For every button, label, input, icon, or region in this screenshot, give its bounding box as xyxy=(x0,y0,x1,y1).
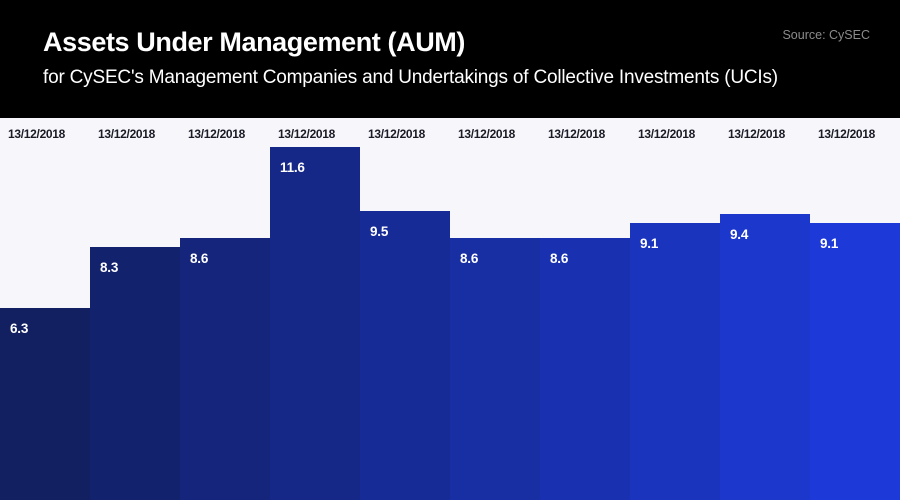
bar: 8.6 xyxy=(180,238,270,500)
bar: 8.6 xyxy=(540,238,630,500)
bar-chart: 13/12/2018 6.3 13/12/2018 8.3 13/12/2018 8.6 1… xyxy=(0,118,900,500)
chart-title: Assets Under Management (AUM) xyxy=(43,27,465,57)
category-label: 13/12/2018 xyxy=(638,127,696,141)
chart-column: 13/12/2018 8.6 xyxy=(180,118,270,500)
chart-column: 13/12/2018 9.1 xyxy=(810,118,900,500)
bar-value-label: 9.1 xyxy=(820,236,839,252)
bar: 9.1 xyxy=(630,223,720,500)
chart-column: 13/12/2018 9.5 xyxy=(360,118,450,500)
bar: 9.1 xyxy=(810,223,900,500)
bar: 8.6 xyxy=(450,238,540,500)
bar-value-label: 8.6 xyxy=(190,251,209,267)
bar: 9.5 xyxy=(360,210,450,500)
bar-value-label: 9.4 xyxy=(730,226,749,242)
source-label: Source: CySEC xyxy=(782,28,870,42)
category-label: 13/12/2018 xyxy=(818,127,876,141)
category-label: 13/12/2018 xyxy=(728,127,786,141)
bar-value-label: 9.5 xyxy=(370,223,389,239)
bar-value-label: 8.6 xyxy=(460,251,479,267)
chart-column: 13/12/2018 9.1 xyxy=(630,118,720,500)
category-label: 13/12/2018 xyxy=(278,127,336,141)
bar-value-label: 9.1 xyxy=(640,236,659,252)
bar-value-label: 11.6 xyxy=(280,159,305,175)
bar: 11.6 xyxy=(270,146,360,500)
category-label: 13/12/2018 xyxy=(8,127,66,141)
chart-column: 13/12/2018 8.6 xyxy=(450,118,540,500)
category-label: 13/12/2018 xyxy=(98,127,156,141)
chart-column: 13/12/2018 8.6 xyxy=(540,118,630,500)
bar-value-label: 8.3 xyxy=(100,260,119,276)
category-label: 13/12/2018 xyxy=(458,127,516,141)
chart-column: 13/12/2018 8.3 xyxy=(90,118,180,500)
category-label: 13/12/2018 xyxy=(188,127,246,141)
bar-value-label: 8.6 xyxy=(550,251,569,267)
bar-value-label: 6.3 xyxy=(10,321,29,337)
bar: 6.3 xyxy=(0,308,90,500)
bar: 9.4 xyxy=(720,213,810,500)
bar: 8.3 xyxy=(90,247,180,500)
chart-column: 13/12/2018 6.3 xyxy=(0,118,90,500)
category-label: 13/12/2018 xyxy=(548,127,606,141)
chart-column: 13/12/2018 9.4 xyxy=(720,118,810,500)
chart-header: Assets Under Management (AUM) for CySEC'… xyxy=(0,0,900,118)
chart-column: 13/12/2018 11.6 xyxy=(270,118,360,500)
category-label: 13/12/2018 xyxy=(368,127,426,141)
chart-subtitle: for CySEC's Management Companies and Und… xyxy=(43,67,778,88)
